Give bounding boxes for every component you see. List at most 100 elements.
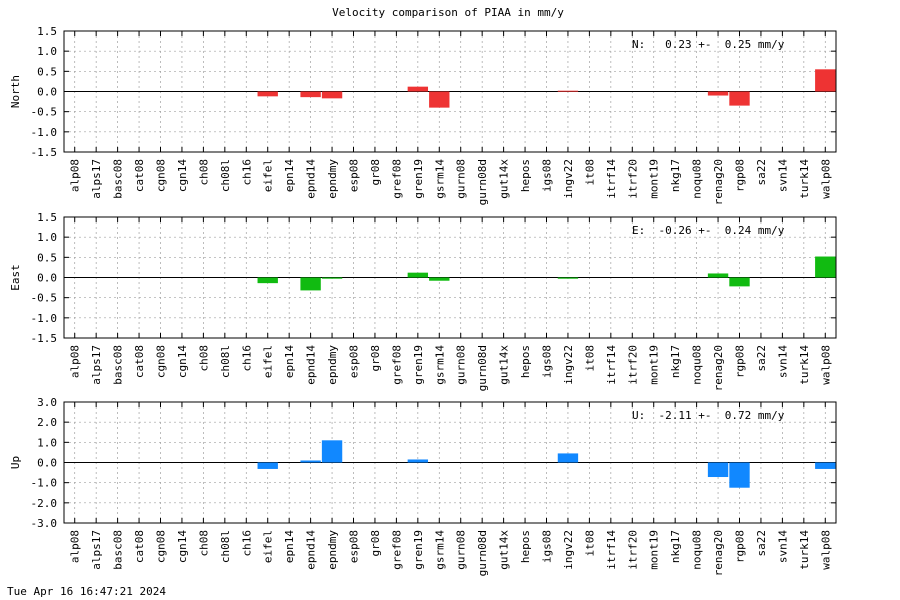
x-tick-label: gr08 [369,530,382,557]
x-tick-label: cgn14 [176,159,189,192]
bar-epndmy [321,91,343,99]
x-tick-label: ch16 [240,530,253,557]
bar-renag20 [707,273,729,278]
x-tick-label: gref08 [390,530,403,570]
x-tick-label: gren19 [412,530,425,570]
x-tick-label: itrf20 [626,345,639,385]
x-tick-label: epn14 [283,345,296,378]
bar-ingv22 [557,90,579,92]
y-tick-label: 1.0 [37,436,57,449]
x-tick-label: eifel [262,345,275,378]
x-tick-label: nkg17 [669,530,682,563]
y-tick-label: -1.0 [31,126,58,139]
x-tick-label: igs08 [541,159,554,192]
x-tick-label: igs08 [541,530,554,563]
x-tick-label: gr08 [369,159,382,186]
bar-renag20 [707,462,729,478]
x-tick-label: alps17 [90,530,103,570]
chart-title: Velocity comparison of PIAA in mm/y [332,6,564,19]
x-tick-label: ch16 [240,345,253,372]
x-tick-label: gref08 [390,159,403,199]
x-tick-label: ch16 [240,159,253,186]
x-tick-label: epndmy [326,345,339,385]
x-tick-label: renag20 [712,345,725,391]
x-tick-label: cat08 [133,530,146,563]
plot-frame [63,216,837,339]
x-tick-label: gurn08d [476,530,489,576]
bar-walp08 [815,256,836,278]
x-tick-label: nkg17 [669,345,682,378]
x-tick-label: it08 [583,345,596,372]
bar-gren19 [407,86,429,92]
x-tick-label: gren19 [412,159,425,199]
x-tick-label: gurn08 [455,159,468,199]
x-tick-label: alp08 [69,530,82,563]
x-tick-label: gurn08 [455,530,468,570]
x-tick-label: mont19 [648,345,661,385]
bar-eifel [257,277,278,284]
bar-walp08 [815,69,836,92]
bar-eifel [257,91,278,97]
x-tick-label: hepos [519,530,532,563]
x-tick-label: renag20 [712,530,725,576]
x-tick-label: itrf14 [605,530,618,570]
x-tick-label: epndmy [326,159,339,199]
x-tick-label: hepos [519,159,532,192]
panel-north: -1.5 -1.0 -0.5 0.0 0.5 1.0 1.5 N: 0.23 +- 0.25 … [9,25,837,205]
x-tick-label: renag20 [712,159,725,205]
bar-gren19 [407,459,429,463]
x-tick-label: gsrm14 [433,530,446,570]
timestamp: Tue Apr 16 16:47:21 2024 [7,585,166,598]
bar-eifel [257,462,278,469]
y-tick-label: 0.0 [37,86,57,99]
x-tick-label: cgn14 [176,530,189,563]
x-tick-label: ch08 [197,159,210,186]
stats-annotation: N: 0.23 +- 0.25 mm/y [632,38,785,51]
x-tick-label: walp08 [819,345,832,385]
bar-epndmy [321,277,343,279]
stats-annotation: E: -0.26 +- 0.24 mm/y [632,224,785,237]
x-tick-label: ch08 [197,530,210,557]
x-tick-label: sa22 [755,530,768,557]
x-tick-label: alp08 [69,159,82,192]
x-tick-label: esp08 [348,159,361,192]
bar-epnd14 [300,460,321,463]
x-tick-label: ingv22 [562,530,575,570]
x-tick-label: gr08 [369,345,382,372]
x-tick-label: gut14x [498,530,511,570]
bar-rgp08 [729,91,750,106]
x-tick-label: gurn08d [476,159,489,205]
bar-rgp08 [729,277,750,287]
x-tick-label: cgn14 [176,345,189,378]
x-tick-label: basc08 [112,345,125,385]
x-tick-label: svn14 [776,159,789,192]
y-tick-label: 0.0 [37,272,57,285]
x-tick-label: cgn08 [155,345,168,378]
stats-annotation: U: -2.11 +- 0.72 mm/y [632,409,785,422]
y-tick-label: -3.0 [31,517,58,530]
x-tick-label: walp08 [819,530,832,570]
y-axis-label: Up [9,456,22,469]
bar-gsrm14 [429,91,450,108]
x-tick-label: itrf14 [605,345,618,385]
x-tick-label: esp08 [348,530,361,563]
x-tick-label: noqu08 [691,159,704,199]
x-tick-label: epndmy [326,530,339,570]
bar-gsrm14 [429,277,450,281]
x-tick-label: sa22 [755,345,768,372]
x-tick-label: ingv22 [562,345,575,385]
x-tick-label: cat08 [133,345,146,378]
x-tick-label: ch08l [219,159,232,192]
x-tick-label: noqu08 [691,530,704,570]
x-tick-label: alp08 [69,345,82,378]
x-tick-label: gut14x [498,159,511,199]
x-tick-label: rgp08 [734,530,747,563]
x-tick-label: epn14 [283,530,296,563]
chart-panels: -1.5 -1.0 -0.5 0.0 0.5 1.0 1.5 N: 0.23 +- 0.25 … [9,25,837,576]
x-tick-label: mont19 [648,530,661,570]
x-tick-label: itrf20 [626,530,639,570]
bar-walp08 [815,462,836,469]
x-tick-label: esp08 [348,345,361,378]
x-tick-label: itrf20 [626,159,639,199]
